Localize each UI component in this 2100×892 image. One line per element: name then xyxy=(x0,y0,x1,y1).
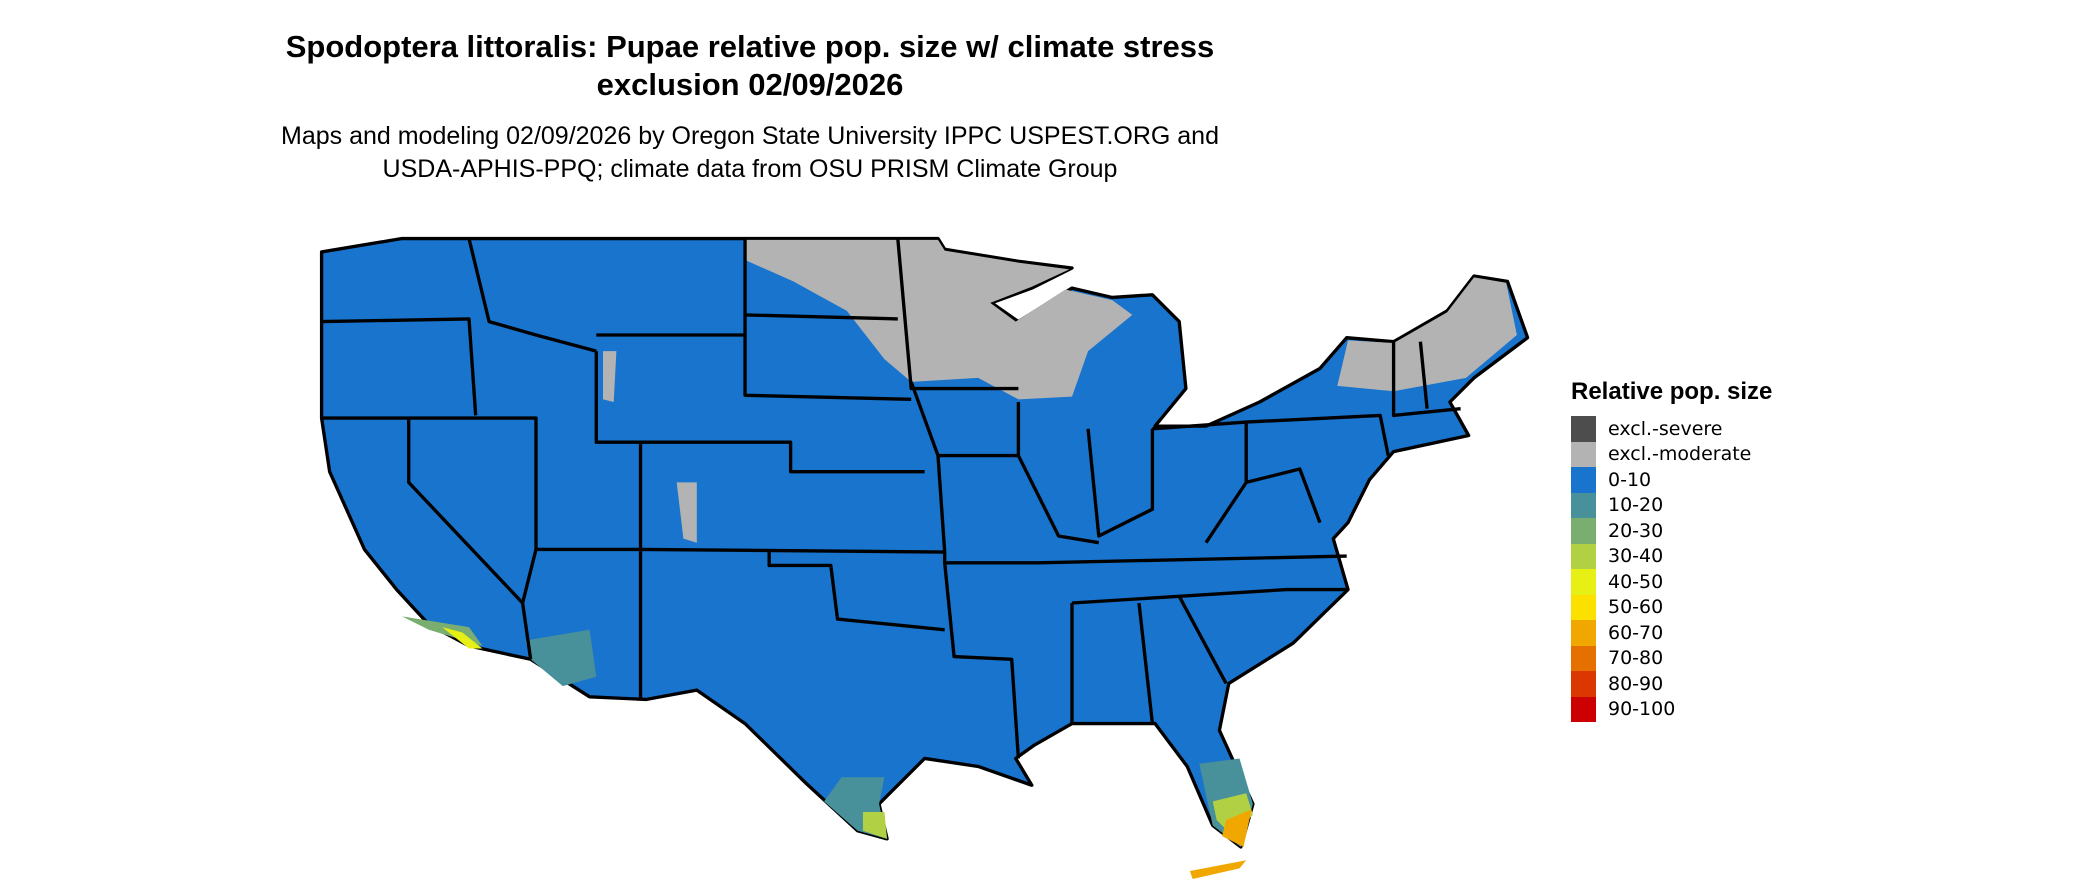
legend-label: 50-60 xyxy=(1608,596,1664,619)
ca-south-40-50 xyxy=(442,627,483,649)
legend-label: 30-40 xyxy=(1608,545,1664,568)
legend-item: 0-10 xyxy=(1571,467,1772,493)
legend-label: 40-50 xyxy=(1608,570,1664,593)
legend-swatch xyxy=(1571,416,1596,442)
legend-item: 50-60 xyxy=(1571,594,1772,620)
us-outline-0-10 xyxy=(319,236,1530,849)
subtitle-line-1: Maps and modeling 02/09/2026 by Oregon S… xyxy=(281,122,1219,150)
excl-moderate-north-central xyxy=(745,239,1133,400)
az-10-20 xyxy=(525,629,597,687)
legend-label: 90-100 xyxy=(1608,698,1676,721)
legend-item: excl.-severe xyxy=(1571,416,1772,442)
legend-swatch xyxy=(1571,569,1596,595)
legend-swatch xyxy=(1571,467,1596,493)
legend-swatch xyxy=(1571,518,1596,544)
legend-label: 70-80 xyxy=(1608,647,1664,670)
legend-label: 0-10 xyxy=(1608,468,1652,491)
map-title: Spodoptera littoralis: Pupae relative po… xyxy=(0,28,1500,104)
legend: Relative pop. size excl.-severe excl.-mod… xyxy=(1571,378,1772,722)
legend-item: 30-40 xyxy=(1571,543,1772,569)
legend-title: Relative pop. size xyxy=(1571,378,1773,405)
legend-swatch xyxy=(1571,620,1596,646)
legend-label: 60-70 xyxy=(1608,621,1664,644)
legend-swatch xyxy=(1571,441,1596,467)
legend-item: 20-30 xyxy=(1571,518,1772,544)
legend-label: 20-30 xyxy=(1608,519,1664,542)
legend-item: excl.-moderate xyxy=(1571,441,1772,467)
title-line-2: exclusion 02/09/2026 xyxy=(596,67,904,102)
legend-swatch xyxy=(1571,594,1596,620)
legend-item: 80-90 xyxy=(1571,671,1772,697)
legend-label: excl.-moderate xyxy=(1608,443,1752,466)
fl-60-70 xyxy=(1189,809,1252,880)
subtitle-line-2: USDA-APHIS-PPQ; climate data from OSU PR… xyxy=(382,155,1118,183)
excl-moderate-rockies xyxy=(603,351,697,543)
state-borders xyxy=(321,238,1461,759)
legend-item: 10-20 xyxy=(1571,492,1772,518)
legend-label: 80-90 xyxy=(1608,672,1664,695)
legend-item: 70-80 xyxy=(1571,645,1772,671)
legend-item: 60-70 xyxy=(1571,620,1772,646)
legend-label: excl.-severe xyxy=(1608,417,1723,440)
legend-item: 90-100 xyxy=(1571,696,1772,722)
legend-swatch xyxy=(1571,645,1596,671)
legend-swatch xyxy=(1571,696,1596,722)
map-subtitle: Maps and modeling 02/09/2026 by Oregon S… xyxy=(0,120,1500,186)
legend-swatch xyxy=(1571,492,1596,518)
title-line-1: Spodoptera littoralis: Pupae relative po… xyxy=(285,29,1215,64)
legend-swatch xyxy=(1571,671,1596,697)
tx-tip-30-40 xyxy=(862,812,888,839)
legend-item: 40-50 xyxy=(1571,569,1772,595)
legend-label: 10-20 xyxy=(1608,494,1664,517)
legend-swatch xyxy=(1571,543,1596,569)
excl-moderate-northeast xyxy=(1337,277,1517,392)
